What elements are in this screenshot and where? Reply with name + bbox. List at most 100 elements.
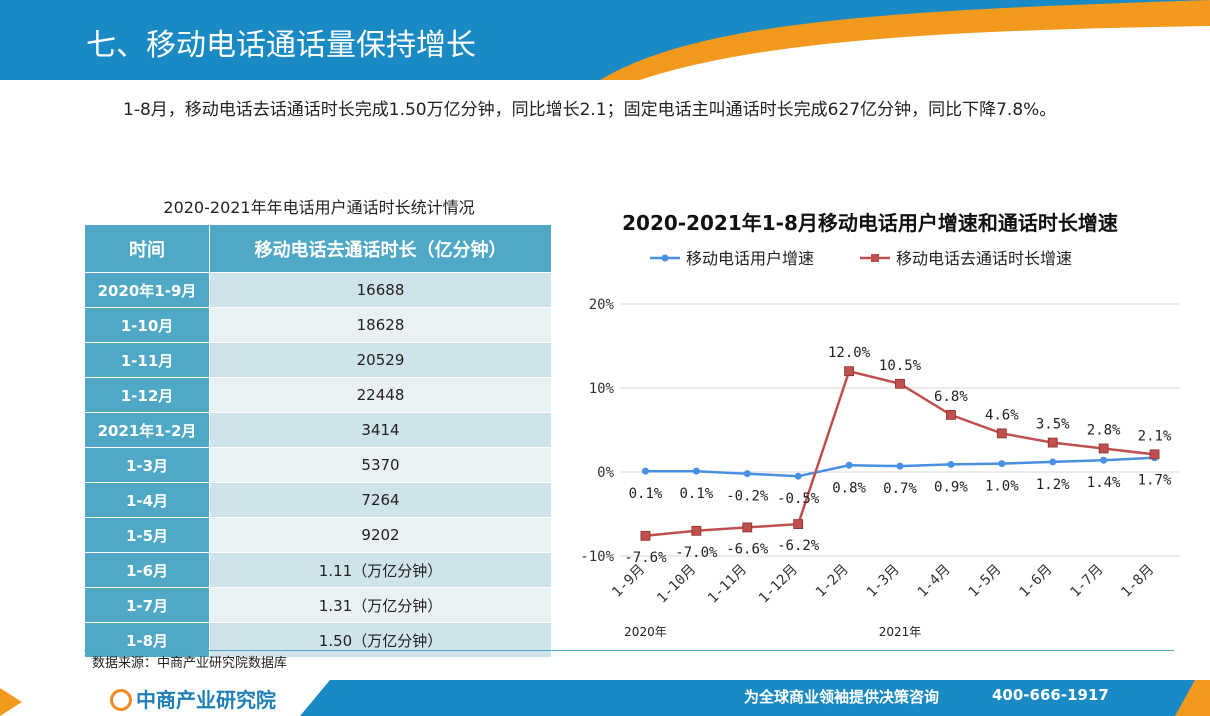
data-label: 3.5% xyxy=(1036,417,1070,433)
column-header-duration: 移动电话去通话时长（亿分钟） xyxy=(209,224,552,273)
table-cell-period: 2021年1-2月 xyxy=(84,412,210,448)
table-cell-value: 5370 xyxy=(209,447,552,483)
table-cell-period: 1-8月 xyxy=(84,622,210,658)
data-label: 6.8% xyxy=(934,389,968,405)
data-point xyxy=(895,378,905,389)
x-tick-label: 1-12月 xyxy=(756,562,801,607)
year-label: 2021年 xyxy=(879,625,922,639)
data-label: -7.6% xyxy=(624,550,667,566)
table-row: 1-3月 5370 xyxy=(84,447,552,483)
table-row: 2020年1-9月 16688 xyxy=(84,272,552,308)
footer-banner xyxy=(0,680,1210,716)
table-cell-period: 1-6月 xyxy=(84,552,210,588)
table-row: 1-12月 22448 xyxy=(84,377,552,413)
data-point xyxy=(1149,449,1160,460)
series-line xyxy=(645,369,1155,538)
table-row: 1-5月 9202 xyxy=(84,517,552,553)
footer-phone: 400-666-1917 xyxy=(992,686,1109,704)
y-tick-label: 10% xyxy=(589,381,615,397)
data-label: 1.0% xyxy=(985,479,1019,495)
table-cell-period: 1-5月 xyxy=(84,517,210,553)
table-cell-period: 2020年1-9月 xyxy=(84,272,210,308)
data-label: 1.4% xyxy=(1087,475,1121,491)
data-label: 2.1% xyxy=(1138,428,1172,444)
footer-slogan: 为全球商业领袖提供决策咨询 xyxy=(744,688,940,706)
table-row: 1-10月 18628 xyxy=(84,307,552,343)
table-cell-value: 1.50（万亿分钟） xyxy=(209,622,552,658)
data-point xyxy=(844,366,854,377)
table-row: 1-11月 20529 xyxy=(84,342,552,378)
x-tick-label: 1-6月 xyxy=(1016,562,1055,601)
data-point xyxy=(1098,443,1109,454)
table-cell-value: 1.11（万亿分钟） xyxy=(209,552,552,588)
data-label: 1.2% xyxy=(1036,477,1070,493)
table-row: 1-4月 7264 xyxy=(84,482,552,518)
x-tick-label: 1-3月 xyxy=(864,562,903,601)
header-banner xyxy=(0,0,1210,80)
data-label: 10.5% xyxy=(879,358,922,374)
data-point xyxy=(996,428,1007,439)
x-tick-label: 1-10月 xyxy=(654,562,699,607)
data-point xyxy=(692,467,700,475)
legend-label: 移动电话用户增速 xyxy=(686,249,814,268)
table-title: 2020-2021年年电话用户通话时长统计情况 xyxy=(163,198,475,217)
column-header-time: 时间 xyxy=(84,224,210,273)
y-tick-label: 20% xyxy=(589,297,615,313)
x-tick-label: 1-5月 xyxy=(966,562,1005,601)
data-point xyxy=(947,460,955,468)
data-point xyxy=(641,467,649,475)
data-label: -6.2% xyxy=(777,538,820,554)
table-row: 2021年1-2月 3414 xyxy=(84,412,552,448)
x-tick-label: 1-9月 xyxy=(609,562,648,601)
page-title: 七、移动电话通话量保持增长 xyxy=(86,28,476,63)
source-divider xyxy=(84,650,1174,651)
table-cell-period: 1-12月 xyxy=(84,377,210,413)
table-cell-value: 3414 xyxy=(209,412,552,448)
data-label: 2.8% xyxy=(1087,422,1121,438)
data-label: 0.1% xyxy=(629,486,663,502)
data-label: 0.8% xyxy=(832,480,866,496)
data-point xyxy=(793,519,804,529)
data-label: 1.7% xyxy=(1138,473,1172,489)
table-cell-period: 1-3月 xyxy=(84,447,210,483)
legend-marker xyxy=(661,254,669,262)
data-point xyxy=(640,530,651,541)
data-point xyxy=(742,522,753,533)
table-cell-value: 22448 xyxy=(209,377,552,413)
y-tick-label: -10% xyxy=(580,549,614,565)
y-tick-label: 0% xyxy=(597,465,614,481)
company-logo: 中商产业研究院 xyxy=(110,684,276,713)
table-row: 1-8月 1.50（万亿分钟） xyxy=(84,622,552,658)
table-cell-value: 18628 xyxy=(209,307,552,343)
data-point xyxy=(794,472,802,480)
data-label: -0.2% xyxy=(726,489,769,505)
legend-label: 移动电话去通话时长增速 xyxy=(896,249,1072,268)
x-tick-label: 1-4月 xyxy=(915,562,954,601)
chart-title: 2020-2021年1-8月移动电话用户增速和通话时长增速 xyxy=(622,211,1118,235)
table-cell-period: 1-4月 xyxy=(84,482,210,518)
intro-paragraph: 1-8月，移动电话去话通话时长完成1.50万亿分钟，同比增长2.1；固定电话主叫… xyxy=(78,92,1138,128)
growth-line-chart: -10% 0% 10% 20% 1-9月 1-10月 1-11月 1-12月 1-2月 1-3月 1… xyxy=(580,249,1180,639)
data-label: -7.0% xyxy=(675,545,718,561)
table-header-row: 时间 移动电话去通话时长（亿分钟） xyxy=(84,224,552,273)
table-row: 1-6月 1.11（万亿分钟） xyxy=(84,552,552,588)
data-label: 12.0% xyxy=(828,345,871,361)
data-point xyxy=(743,470,751,478)
table-cell-value: 20529 xyxy=(209,342,552,378)
table-cell-period: 1-11月 xyxy=(84,342,210,378)
x-tick-label: 1-11月 xyxy=(705,562,750,607)
intro-text: 1-8月，移动电话去话通话时长完成1.50万亿分钟，同比增长2.1；固定电话主叫… xyxy=(123,100,1057,120)
table-cell-period: 1-10月 xyxy=(84,307,210,343)
data-point xyxy=(845,461,853,469)
data-label: -0.5% xyxy=(777,491,820,507)
table-cell-value: 9202 xyxy=(209,517,552,553)
x-tick-label: 1-2月 xyxy=(813,562,852,601)
table-cell-value: 16688 xyxy=(209,272,552,308)
data-point xyxy=(1049,458,1057,466)
x-tick-label: 1-7月 xyxy=(1067,562,1106,601)
call-duration-table: 时间 移动电话去通话时长（亿分钟） 2020年1-9月 16688 1-10月 18… xyxy=(84,224,552,658)
data-point xyxy=(691,525,702,536)
table-cell-period: 1-7月 xyxy=(84,587,210,623)
logo-icon xyxy=(110,689,132,711)
x-tick-label: 1-8月 xyxy=(1118,562,1157,601)
